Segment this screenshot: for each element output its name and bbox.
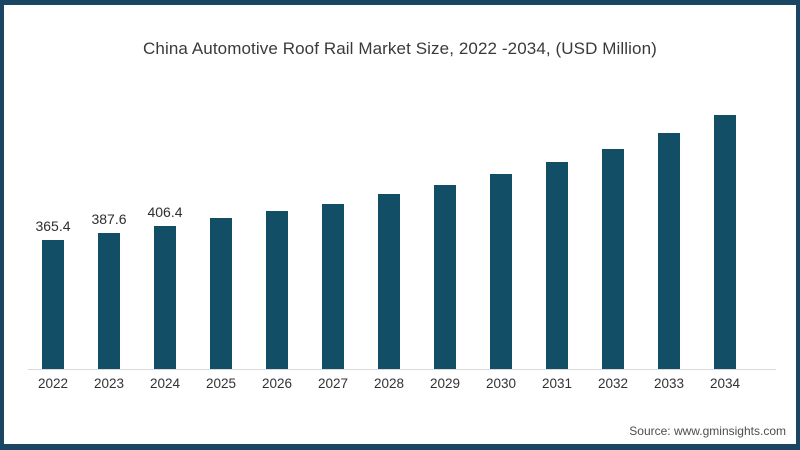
bar-2024 xyxy=(154,226,176,369)
x-axis-tick-label-2032: 2032 xyxy=(597,376,629,391)
chart-title: China Automotive Roof Rail Market Size, … xyxy=(143,39,657,58)
bar-2023 xyxy=(98,233,120,369)
bar-2030 xyxy=(490,174,512,369)
x-axis-tick-label-2022: 2022 xyxy=(37,376,69,391)
x-axis-tick-label-2027: 2027 xyxy=(317,376,349,391)
bar-2027 xyxy=(322,204,344,369)
bar-2025 xyxy=(210,218,232,369)
bar-value-label-2022: 365.4 xyxy=(35,218,71,234)
bar-value-label-2023: 387.6 xyxy=(91,211,127,227)
x-axis-tick-label-2026: 2026 xyxy=(261,376,293,391)
bar-2029 xyxy=(434,185,456,369)
bar-value-label-2024: 406.4 xyxy=(147,204,183,220)
bar-2031 xyxy=(546,162,568,369)
bar-2033 xyxy=(658,133,680,369)
bar-2032 xyxy=(602,149,624,369)
x-axis-tick-label-2034: 2034 xyxy=(709,376,741,391)
bar-2026 xyxy=(266,211,288,369)
x-axis-tick-label-2025: 2025 xyxy=(205,376,237,391)
x-axis-line xyxy=(28,369,776,370)
bar-2022 xyxy=(42,240,64,369)
x-axis-tick-label-2031: 2031 xyxy=(541,376,573,391)
x-axis-tick-label-2033: 2033 xyxy=(653,376,685,391)
bar-2034 xyxy=(714,115,736,369)
x-axis-tick-label-2023: 2023 xyxy=(93,376,125,391)
source-attribution: Source: www.gminsights.com xyxy=(629,424,786,438)
x-axis-tick-label-2030: 2030 xyxy=(485,376,517,391)
bar-chart-plot: 365.4 2022 387.6 2023 406.4 2024 2025 2026 2027 2… xyxy=(4,5,796,444)
x-axis-tick-label-2024: 2024 xyxy=(149,376,181,391)
bar-2028 xyxy=(378,194,400,369)
x-axis-tick-label-2028: 2028 xyxy=(373,376,405,391)
x-axis-tick-label-2029: 2029 xyxy=(429,376,461,391)
